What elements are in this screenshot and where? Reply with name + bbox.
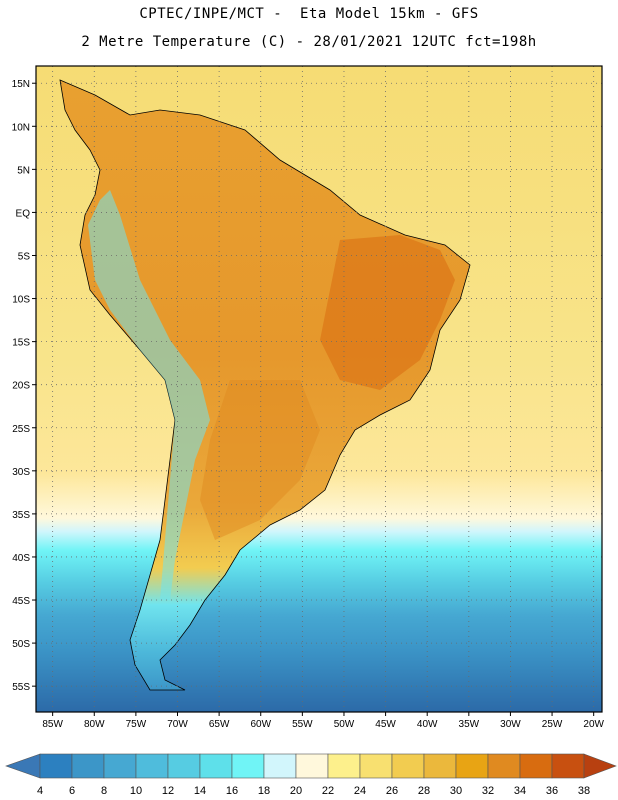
lon-tick-label: 85W: [42, 719, 63, 730]
lat-tick-label: 45S: [12, 596, 30, 607]
lon-tick-label: 80W: [84, 719, 105, 730]
colorbar-swatch: [327, 753, 361, 779]
colorbar-level-label: 22: [322, 785, 334, 797]
lat-tick-label: 10S: [12, 295, 30, 306]
colorbar-level-label: 38: [578, 785, 590, 797]
colorbar-swatch: [167, 753, 201, 779]
map-subtitle: 2 Metre Temperature (C) - 28/01/2021 12U…: [81, 34, 537, 50]
colorbar-level-label: 12: [162, 785, 174, 797]
lat-tick-label: 55S: [12, 682, 30, 693]
lat-tick-label: 15N: [12, 79, 30, 90]
lon-tick-label: 65W: [209, 719, 230, 730]
lat-tick-label: 15S: [12, 338, 30, 349]
lat-tick-label: 35S: [12, 510, 30, 521]
colorbar-level-label: 18: [258, 785, 270, 797]
lon-tick-label: 50W: [334, 719, 355, 730]
lon-tick-label: 35W: [459, 719, 480, 730]
lat-tick-label: 40S: [12, 553, 30, 564]
latitude-axis: 15N 10N 5N EQ 5S 10S 15S 20S 25S 30S 35S 40S 45S 50S 5…: [12, 79, 36, 693]
colorbar-swatch: [295, 753, 329, 779]
colorbar-level-label: 26: [386, 785, 398, 797]
map-frame: [35, 65, 603, 713]
lon-tick-label: 25W: [542, 719, 563, 730]
lon-tick-label: 45W: [375, 719, 396, 730]
colorbar-swatch: [455, 753, 489, 779]
colorbar-swatch: [519, 753, 553, 779]
colorbar-level-label: 8: [101, 785, 107, 797]
lon-tick-label: 30W: [500, 719, 521, 730]
lat-tick-label: 30S: [12, 467, 30, 478]
colorbar-level-label: 30: [450, 785, 462, 797]
lon-tick-label: 60W: [250, 719, 271, 730]
longitude-axis: 85W 80W 75W 70W 65W 60W 55W 50W 45W 40W 35W 30W 25W 2…: [42, 712, 605, 730]
colorbar-level-label: 24: [354, 785, 366, 797]
colorbar-swatch: [199, 753, 233, 779]
colorbar-level-label: 28: [418, 785, 430, 797]
andes-cool-band: [88, 190, 210, 600]
colorbar-swatch: [71, 753, 105, 779]
lat-tick-label: 50S: [12, 639, 30, 650]
lat-tick-label: 5S: [18, 251, 31, 262]
lat-tick-label: 5N: [17, 165, 30, 176]
colorbar-level-label: 6: [69, 785, 75, 797]
lon-tick-label: 70W: [167, 719, 188, 730]
colorbar-level-label: 34: [514, 785, 526, 797]
lat-tick-label: 20S: [12, 381, 30, 392]
colorbar-level-label: 32: [482, 785, 494, 797]
colorbar-extend-high: [583, 753, 617, 779]
colorbar-level-label: 16: [226, 785, 238, 797]
colorbar-swatch: [391, 753, 425, 779]
colorbar-level-label: 14: [194, 785, 206, 797]
lat-tick-label: 10N: [12, 122, 30, 133]
colorbar-swatch: [103, 753, 137, 779]
lon-tick-label: 55W: [292, 719, 313, 730]
lon-tick-label: 75W: [126, 719, 147, 730]
hot-core-region: [320, 235, 455, 390]
colorbar-level-label: 20: [290, 785, 302, 797]
temperature-map: 85W 80W 75W 70W 65W 60W 55W 50W 45W 40W 35W 30W 25W 2…: [12, 65, 605, 730]
lon-tick-label: 20W: [583, 719, 604, 730]
colorbar-swatch: [263, 753, 297, 779]
colorbar-swatch: [39, 753, 73, 779]
warm-region-south: [200, 380, 320, 540]
colorbar-extend-low: [5, 753, 41, 779]
colorbar-level-label: 10: [130, 785, 142, 797]
lat-tick-label: EQ: [16, 208, 31, 219]
lat-tick-label: 25S: [12, 424, 30, 435]
colorbar-level-label: 36: [546, 785, 558, 797]
colorbar-swatch: [423, 753, 457, 779]
colorbar-swatch: [551, 753, 585, 779]
colorbar-swatch: [487, 753, 521, 779]
colorbar-swatch: [135, 753, 169, 779]
colorbar-swatch: [231, 753, 265, 779]
colorbar-level-label: 4: [37, 785, 43, 797]
lon-tick-label: 40W: [417, 719, 438, 730]
colorbar-swatch: [359, 753, 393, 779]
temperature-colorbar: 4 6 8 10 12 14 16 18 20 22 24 26 28 30 32 34 36 38: [5, 753, 617, 797]
map-title: CPTEC/INPE/MCT - Eta Model 15km - GFS: [139, 6, 479, 22]
